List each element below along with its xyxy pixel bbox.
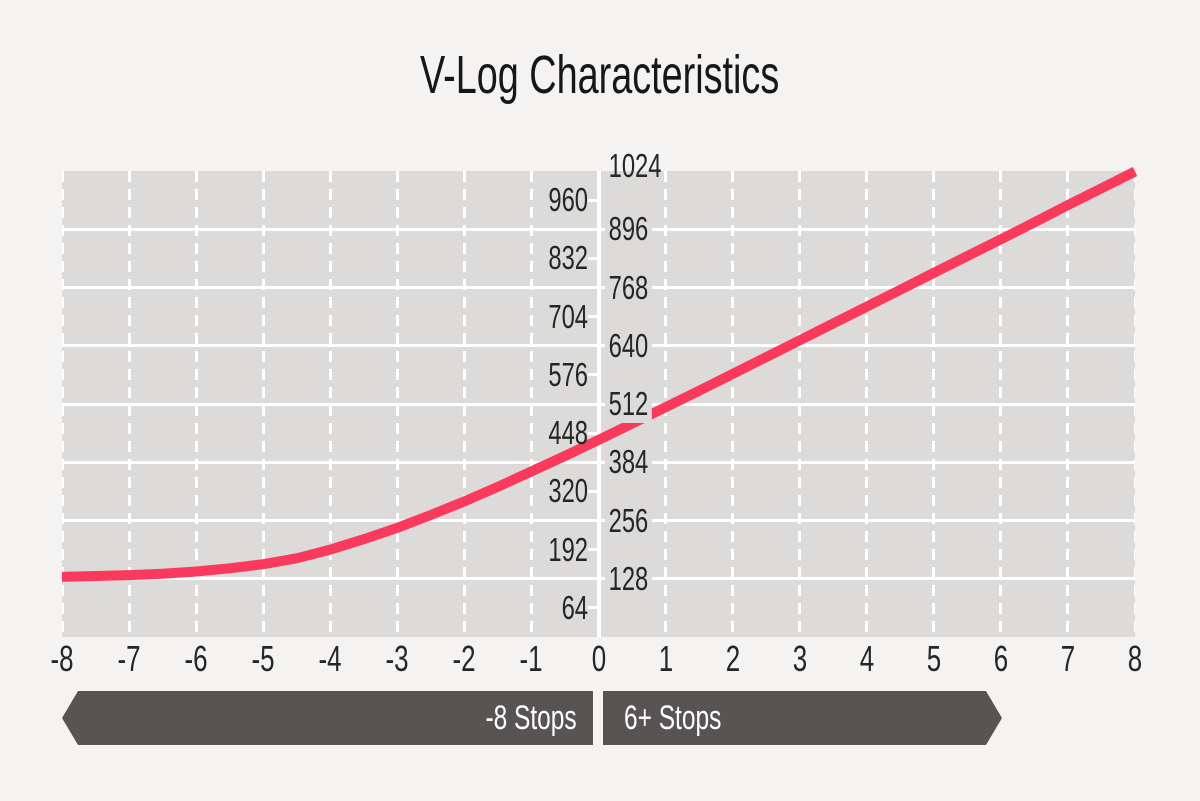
chart-title: V-Log Characteristics — [420, 45, 780, 105]
plot-area — [62, 171, 1135, 637]
x-axis-tick-label: 0 — [591, 638, 606, 679]
y-axis-tick-label: 640 — [604, 326, 652, 365]
y-axis-tick-label: 768 — [604, 268, 652, 307]
y-axis-tick-label: 576 — [547, 355, 588, 393]
y-axis-tick-label: 192 — [547, 530, 588, 568]
y-axis-tick-mark — [587, 606, 597, 610]
gridline-horizontal — [62, 344, 1135, 348]
banner-right-arrow: 6+ Stops — [603, 691, 1002, 745]
x-axis-tick-label: -7 — [117, 638, 141, 679]
gridline-horizontal — [62, 286, 1135, 289]
x-axis-tick-label: 5 — [926, 638, 942, 679]
y-axis-tick-label: 1024 — [608, 147, 661, 184]
gridline-horizontal — [62, 402, 1135, 406]
x-axis-tick-label: 6 — [993, 638, 1009, 679]
gridline-horizontal — [62, 577, 1135, 581]
y-axis-tick-label: 320 — [547, 472, 588, 510]
x-axis-tick-label: 2 — [725, 638, 740, 679]
x-axis-tick-label: 7 — [1060, 638, 1076, 679]
y-axis-tick-mark — [587, 256, 597, 260]
y-axis-tick-label: 960 — [547, 181, 588, 219]
x-axis-tick-label: 3 — [792, 638, 807, 679]
gridline-horizontal — [62, 227, 1135, 231]
y-axis-tick-label: 448 — [547, 414, 588, 452]
x-axis-tick-label: -3 — [385, 638, 409, 679]
x-axis-tick-label: 1 — [658, 638, 673, 679]
banner-right-label: 6+ Stops — [624, 699, 722, 737]
x-axis-tick-label: -8 — [50, 638, 74, 679]
x-axis-tick-label: -5 — [251, 638, 275, 679]
gridline-horizontal — [62, 519, 1135, 522]
y-axis-tick-label: 384 — [604, 443, 652, 482]
y-axis-tick-label: 64 — [561, 588, 588, 626]
x-axis-tick-label: -6 — [184, 638, 208, 679]
y-axis-tick-mark — [587, 198, 597, 202]
y-axis-tick-label: 832 — [547, 239, 588, 277]
y-axis-tick-label: 512 — [604, 385, 652, 423]
y-axis-tick-mark — [587, 431, 597, 435]
y-axis-tick-label: 128 — [604, 559, 652, 598]
x-axis-tick-label: -4 — [318, 638, 342, 679]
x-axis-tick-label: -2 — [452, 638, 476, 679]
x-axis-tick-label: 8 — [1127, 638, 1143, 679]
title-row: V-Log Characteristics — [0, 44, 1200, 106]
banner-left-label: -8 Stops — [485, 699, 577, 737]
y-axis-tick-mark — [587, 315, 597, 319]
y-axis-tick-label: 704 — [547, 297, 588, 335]
y-axis-tick-label: 896 — [604, 210, 652, 249]
y-axis-tick-mark — [587, 489, 597, 493]
y-axis-tick-mark — [587, 373, 597, 377]
x-axis-tick-label: -1 — [519, 638, 543, 679]
banner-left-arrow: -8 Stops — [62, 691, 593, 745]
y-axis-tick-mark — [587, 548, 597, 552]
x-axis-tick-label: 4 — [859, 638, 874, 679]
y-axis-tick-label: 256 — [604, 501, 652, 540]
gridline-horizontal — [62, 460, 1135, 464]
